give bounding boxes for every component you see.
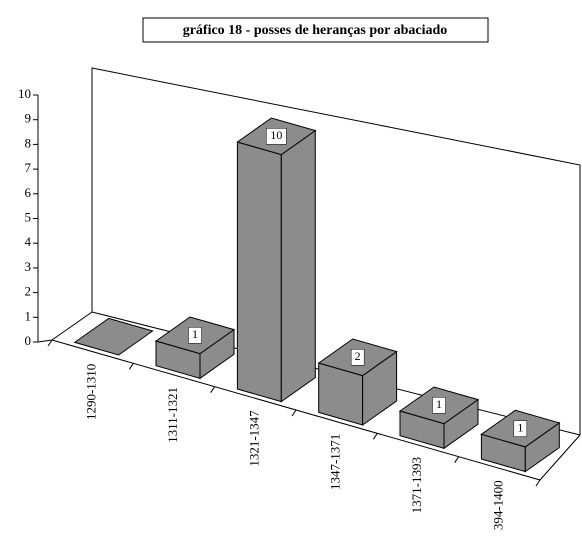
x-tick [291, 409, 297, 417]
chart-title: gráfico 18 - posses de heranças por abac… [183, 23, 448, 38]
x-tick-label: 1311-1321 [165, 387, 180, 443]
bar [73, 317, 154, 356]
bar-top [73, 317, 154, 356]
bar-side [280, 129, 316, 403]
x-tick [372, 433, 378, 440]
data-label-box [266, 128, 287, 145]
x-tick [454, 456, 460, 463]
bar [236, 117, 317, 403]
x-tick [47, 339, 53, 347]
y-tick-label: 4 [25, 234, 32, 249]
y-tick-label: 0 [25, 333, 32, 348]
x-tick-label: 1371-1393 [409, 457, 424, 513]
x-tick [535, 479, 541, 487]
data-label: 1 [517, 420, 523, 434]
y-tick-label: 7 [25, 160, 32, 175]
y-tick-label: 6 [25, 185, 32, 200]
data-label: 1 [192, 327, 198, 341]
data-label-box [188, 327, 202, 344]
y-tick-label: 10 [18, 86, 31, 101]
x-tick [128, 363, 134, 370]
y-tick-label: 5 [25, 209, 32, 224]
x-tick-label: 1290-1310 [84, 364, 99, 420]
bar [398, 386, 480, 450]
bar-front [236, 141, 282, 403]
data-label-box [350, 349, 365, 366]
y-tick-label: 8 [25, 135, 32, 150]
x-tick-label: 394-1400 [490, 480, 505, 530]
chart-frame [51, 67, 581, 481]
data-label: 1 [436, 397, 442, 411]
y-tick-label: 9 [25, 111, 32, 126]
data-label: 10 [270, 128, 282, 142]
data-label-box [513, 420, 528, 437]
x-tick-label: 1321-1347 [246, 410, 261, 467]
x-tick [210, 386, 216, 393]
title-box [142, 17, 489, 43]
y-tick-label: 2 [25, 284, 32, 299]
x-tick-label: 1347-1371 [328, 434, 343, 490]
y-tick-label: 1 [25, 308, 32, 323]
y-axis-base [37, 339, 53, 343]
data-label: 2 [355, 349, 361, 363]
data-label-box [432, 397, 446, 414]
y-tick-label: 3 [25, 259, 32, 274]
